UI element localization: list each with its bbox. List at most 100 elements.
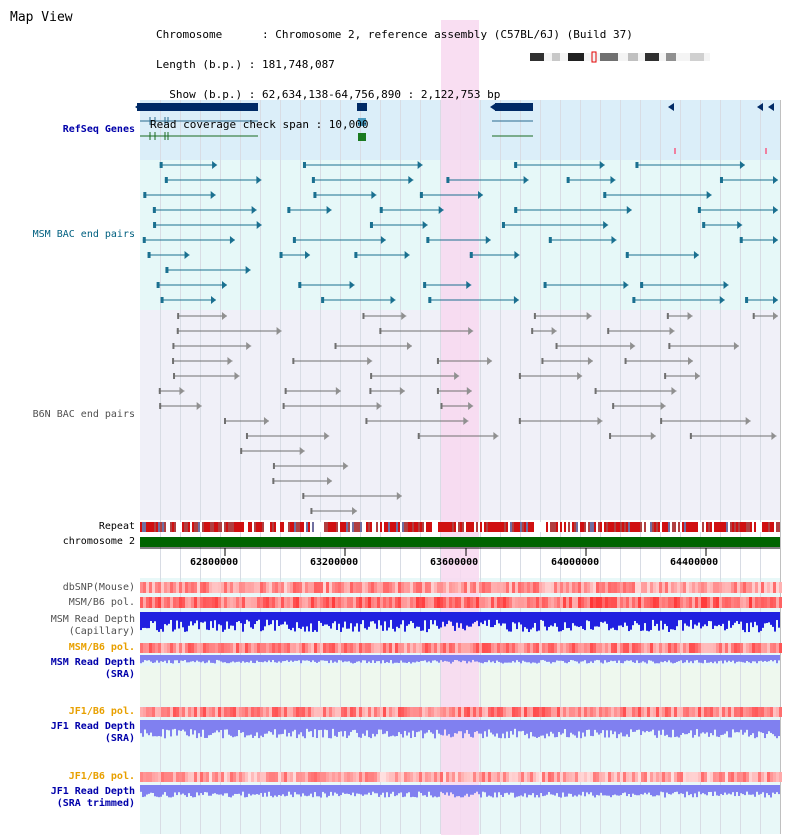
jf1-pol-heat bbox=[323, 772, 326, 782]
jf1-sra-depth bbox=[392, 720, 394, 736]
bac-end bbox=[436, 388, 439, 394]
msm-pol-heat bbox=[725, 643, 728, 653]
bac-end bbox=[541, 358, 544, 364]
track-label-refseq[interactable]: RefSeq Genes bbox=[62, 124, 135, 135]
bac-end bbox=[666, 313, 669, 319]
repeat-segment bbox=[264, 522, 266, 532]
jf1-sra-depth bbox=[324, 720, 326, 730]
msm-pol-heat bbox=[509, 643, 512, 653]
track-label-jf1-depth-trim: JF1 Read Depth bbox=[50, 786, 135, 797]
jf1-sra-depth bbox=[752, 720, 754, 734]
msm-capillary-depth bbox=[526, 612, 528, 629]
msm-capillary-depth bbox=[642, 612, 644, 631]
msm-sra-depth bbox=[642, 655, 644, 662]
repeat-segment bbox=[262, 522, 264, 532]
msm-capillary-depth bbox=[418, 612, 420, 627]
msm-sra-depth bbox=[270, 655, 272, 663]
jf1-pol-heat bbox=[284, 772, 287, 782]
jf1-sra-depth bbox=[304, 720, 306, 739]
jf1-pol-heat bbox=[230, 772, 233, 782]
dbsnp-heat bbox=[323, 582, 326, 593]
jf1-pol-heat bbox=[371, 772, 374, 782]
jf1-pol-heat bbox=[161, 772, 164, 782]
msm-pol-heat bbox=[287, 597, 290, 608]
jf1-trim-depth bbox=[288, 785, 290, 792]
dbsnp-heat bbox=[545, 582, 548, 593]
jf1-sra-depth bbox=[186, 720, 188, 736]
jf1-trim-depth bbox=[164, 785, 166, 793]
msm-pol-heat bbox=[152, 643, 155, 653]
msm-sra-depth bbox=[734, 655, 736, 664]
jf1-sra-depth bbox=[758, 720, 760, 732]
jf1-trim-depth bbox=[314, 785, 316, 793]
jf1-trim-depth bbox=[378, 785, 380, 797]
msm-capillary-depth bbox=[270, 612, 272, 625]
msm-sra-depth bbox=[708, 655, 710, 663]
msm-capillary-depth bbox=[362, 612, 364, 621]
msm-pol-heat bbox=[614, 597, 617, 608]
jf1-pol-heat bbox=[275, 772, 278, 782]
msm-pol-heat bbox=[752, 643, 755, 653]
msm-sra-depth bbox=[298, 655, 300, 661]
msm-capillary-depth bbox=[262, 612, 264, 631]
msm-capillary-depth bbox=[666, 612, 668, 627]
msm-sra-depth bbox=[732, 655, 734, 661]
msm-sra-depth bbox=[690, 655, 692, 662]
jf1-pol-heat bbox=[614, 772, 617, 782]
msm-pol-heat bbox=[656, 597, 659, 608]
jf1-trim-depth bbox=[666, 785, 668, 793]
bac-end bbox=[298, 282, 302, 288]
msm-capillary-depth bbox=[468, 612, 470, 627]
msm-sra-depth bbox=[678, 655, 680, 662]
jf1-sra-depth bbox=[380, 720, 382, 730]
jf1-sra-depth bbox=[280, 720, 282, 735]
msm-capillary-depth bbox=[386, 612, 388, 631]
jf1-pol-heat bbox=[518, 772, 521, 782]
dbsnp-heat bbox=[641, 582, 644, 593]
bac-end bbox=[603, 192, 607, 198]
jf1-sra-depth bbox=[364, 720, 366, 736]
msm-pol-heat bbox=[281, 597, 284, 608]
jf1-pol-heat bbox=[341, 707, 344, 717]
jf1-trim-depth bbox=[678, 785, 680, 795]
jf1-sra-depth bbox=[738, 720, 740, 733]
jf1-sra-depth bbox=[600, 720, 602, 734]
bac-end bbox=[417, 433, 420, 439]
jf1-sra-depth bbox=[562, 720, 564, 734]
msm-pol-heat bbox=[368, 597, 371, 608]
msm-pol-heat bbox=[365, 597, 368, 608]
msm-sra-depth bbox=[238, 655, 240, 662]
msm-capillary-depth bbox=[376, 612, 378, 629]
msm-sra-depth bbox=[646, 655, 648, 664]
track-label-msm-bac[interactable]: MSM BAC end pairs bbox=[32, 229, 135, 240]
msm-pol-heat bbox=[203, 597, 206, 608]
msm-sra-depth bbox=[302, 655, 304, 661]
jf1-trim-depth bbox=[160, 785, 162, 797]
msm-sra-depth bbox=[282, 655, 284, 662]
jf1-sra-depth bbox=[736, 720, 738, 733]
jf1-sra-depth bbox=[196, 720, 198, 739]
msm-pol-heat bbox=[197, 643, 200, 653]
jf1-pol-heat bbox=[518, 707, 521, 717]
msm-pol-heat bbox=[512, 597, 515, 608]
length-line: Length (b.p.) : 181,748,087 bbox=[156, 58, 335, 71]
msm-sra-depth bbox=[546, 655, 548, 662]
dbsnp-heat bbox=[485, 582, 488, 593]
bac-end-arrow bbox=[468, 402, 474, 410]
msm-capillary-depth bbox=[696, 612, 698, 626]
repeat-segment bbox=[196, 522, 198, 532]
repeat-segment bbox=[238, 522, 240, 532]
msm-capillary-depth bbox=[678, 612, 680, 621]
msm-sra-depth bbox=[156, 655, 158, 661]
jf1-pol-heat bbox=[743, 707, 746, 717]
bac-end bbox=[566, 177, 570, 183]
jf1-pol-heat bbox=[266, 707, 269, 717]
track-label-b6n-bac[interactable]: B6N BAC end pairs bbox=[32, 409, 135, 420]
msm-sra-depth bbox=[598, 655, 600, 661]
msm-sra-depth bbox=[742, 655, 744, 663]
msm-capillary-depth bbox=[530, 612, 532, 630]
msm-capillary-depth bbox=[358, 612, 360, 632]
jf1-trim-depth bbox=[776, 785, 778, 793]
jf1-pol-heat bbox=[497, 772, 500, 782]
